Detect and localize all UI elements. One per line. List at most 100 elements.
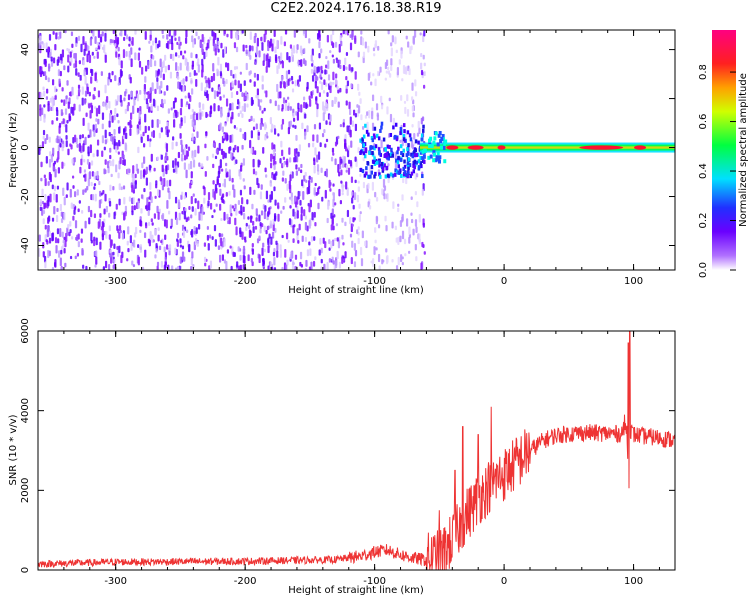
speckle-mark: [362, 51, 366, 59]
speckle-mark: [282, 162, 285, 168]
speckle-mark: [197, 58, 200, 65]
speckle-mark: [204, 171, 207, 177]
speckle-mark: [307, 142, 311, 148]
speckle-mark: [193, 38, 196, 45]
speckle-mark: [306, 81, 309, 90]
speckle-mark: [360, 149, 363, 154]
speckle-mark: [190, 214, 193, 219]
speckle-mark: [201, 58, 204, 66]
speckle-mark: [205, 79, 208, 84]
speckle-mark: [111, 115, 114, 123]
speckle-mark: [63, 99, 66, 107]
speckle-mark: [289, 184, 292, 194]
band-hotspot: [579, 145, 624, 150]
speckle-mark: [408, 163, 412, 168]
speckle-mark: [316, 103, 319, 110]
speckle-mark: [398, 170, 402, 175]
speckle-mark: [312, 142, 315, 148]
speckle-mark: [42, 86, 45, 91]
speckle-mark: [308, 219, 311, 229]
speckle-mark: [257, 159, 260, 168]
speckle-mark: [243, 236, 247, 241]
speckle-mark: [265, 229, 268, 235]
speckle-mark: [94, 123, 97, 130]
speckle-mark: [60, 267, 63, 270]
band-fringe: [432, 150, 436, 155]
speckle-mark: [148, 141, 152, 148]
speckle-mark: [151, 234, 154, 243]
colorbar-label: Normalized spectral amplitude: [738, 73, 749, 227]
speckle-mark: [395, 237, 398, 243]
speckle-mark: [91, 51, 94, 56]
speckle-mark: [156, 156, 159, 161]
speckle-mark: [297, 190, 300, 200]
speckle-mark: [55, 214, 59, 223]
speckle-mark: [277, 213, 280, 222]
speckle-mark: [70, 31, 74, 37]
speckle-mark: [226, 134, 229, 141]
speckle-mark: [224, 132, 227, 140]
speckle-mark: [151, 119, 154, 129]
speckle-mark: [47, 77, 50, 83]
speckle-mark: [239, 254, 242, 261]
speckle-mark: [395, 158, 398, 163]
speckle-mark: [163, 219, 167, 227]
speckle-mark: [159, 176, 162, 182]
speckle-mark: [156, 119, 159, 128]
speckle-mark: [169, 71, 173, 79]
speckle-mark: [230, 30, 233, 39]
speckle-mark: [281, 60, 284, 69]
speckle-mark: [99, 190, 102, 197]
speckle-mark: [400, 254, 403, 263]
speckle-mark: [130, 243, 133, 251]
speckle-mark: [118, 183, 121, 191]
speckle-mark: [130, 124, 133, 129]
speckle-mark: [348, 64, 351, 71]
speckle-mark: [287, 78, 290, 86]
speckle-mark: [124, 91, 127, 97]
speckle-mark: [179, 123, 182, 129]
speckle-mark: [132, 105, 135, 115]
speckle-mark: [338, 43, 341, 53]
speckle-mark: [404, 67, 407, 74]
speckle-mark: [105, 104, 108, 111]
speckle-mark: [146, 197, 149, 206]
speckle-mark: [241, 92, 244, 97]
speckle-mark: [285, 264, 288, 270]
speckle-mark: [63, 212, 66, 221]
speckle-mark: [284, 248, 287, 258]
speckle-mark: [415, 256, 418, 262]
speckle-mark: [83, 174, 86, 178]
speckle-mark: [241, 231, 244, 240]
speckle-mark: [313, 157, 316, 162]
speckle-mark: [62, 187, 65, 197]
speckle-mark: [159, 70, 163, 79]
speckle-mark: [418, 214, 421, 223]
speckle-mark: [224, 123, 227, 127]
speckle-mark: [354, 113, 357, 118]
speckle-mark: [118, 198, 121, 206]
speckle-mark: [406, 94, 409, 102]
speckle-mark: [339, 123, 343, 128]
speckle-mark: [387, 163, 390, 167]
speckle-mark: [354, 249, 358, 257]
speckle-mark: [342, 30, 345, 35]
speckle-mark: [344, 139, 347, 148]
speckle-mark: [175, 165, 178, 175]
speckle-mark: [70, 106, 73, 114]
speckle-mark: [137, 52, 141, 61]
colorbar-tick-label: 0.8: [698, 64, 709, 80]
speckle-mark: [66, 80, 69, 86]
speckle-mark: [192, 155, 195, 161]
speckle-mark: [163, 177, 166, 187]
speckle-mark: [76, 94, 79, 100]
speckle-mark: [235, 46, 239, 53]
speckle-mark: [156, 70, 159, 77]
speckle-mark: [378, 172, 381, 177]
speckle-mark: [195, 227, 198, 234]
speckle-mark: [138, 47, 141, 51]
speckle-mark: [293, 224, 296, 228]
speckle-mark: [181, 191, 184, 196]
speckle-mark: [267, 225, 270, 230]
speckle-mark: [385, 165, 389, 170]
